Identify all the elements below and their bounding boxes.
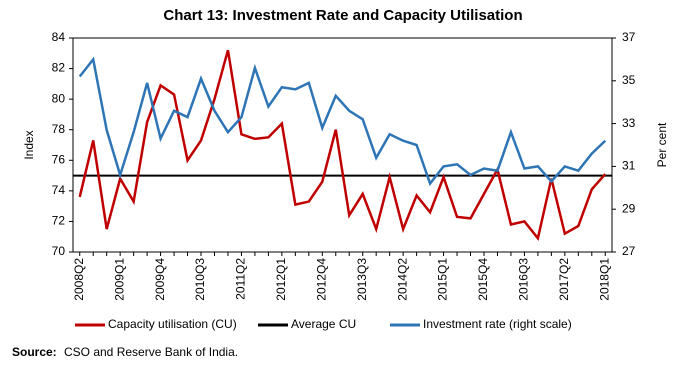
x-tick-label: 2009Q4 [153, 258, 167, 301]
legend-label: Investment rate (right scale) [423, 317, 572, 331]
x-tick-label: 2015Q1 [436, 258, 450, 301]
legend-label: Average CU [291, 317, 356, 331]
chart-title: Chart 13: Investment Rate and Capacity U… [163, 7, 522, 24]
y-tick-label: 70 [52, 244, 66, 258]
y-tick-label: 82 [52, 61, 66, 75]
x-tick-label: 2016Q3 [517, 258, 531, 301]
y-tick-label: 84 [52, 30, 66, 44]
x-tick-label: 2013Q3 [355, 258, 369, 301]
y-tick-label: 76 [52, 152, 66, 166]
plot-frame [72, 37, 613, 253]
x-tick-label: 2008Q2 [72, 258, 86, 301]
x-tick-label: 2014Q2 [395, 258, 409, 301]
y2-tick-label: 37 [622, 30, 636, 44]
x-tick-label: 2018Q1 [597, 258, 611, 301]
x-tick-label: 2017Q2 [557, 258, 571, 301]
series-line [78, 56, 607, 187]
legend-label: Capacity utilisation (CU) [108, 317, 237, 331]
y-tick-label: 80 [52, 91, 66, 105]
source-text: CSO and Reserve Bank of India. [64, 345, 238, 359]
y2-tick-label: 35 [622, 73, 636, 87]
x-tick-label: 2012Q1 [274, 258, 288, 301]
x-tick-label: 2011Q2 [234, 258, 248, 300]
source-label: Source: [12, 345, 57, 359]
series-line [78, 49, 607, 242]
y-axis-label: Index [22, 130, 36, 159]
y-tick-label: 78 [52, 122, 66, 136]
x-tick-label: 2009Q1 [112, 258, 126, 301]
y-tick-label: 74 [52, 183, 66, 197]
x-tick-label: 2012Q4 [314, 258, 328, 301]
x-tick-label: 2010Q3 [193, 258, 207, 301]
y2-tick-label: 29 [622, 201, 636, 215]
y2-tick-label: 27 [622, 244, 636, 258]
y-tick-label: 72 [52, 214, 66, 228]
y2-axis-label: Per cent [655, 122, 669, 167]
y2-tick-label: 31 [622, 159, 636, 173]
x-tick-label: 2015Q4 [476, 258, 490, 301]
y2-tick-label: 33 [622, 116, 636, 130]
